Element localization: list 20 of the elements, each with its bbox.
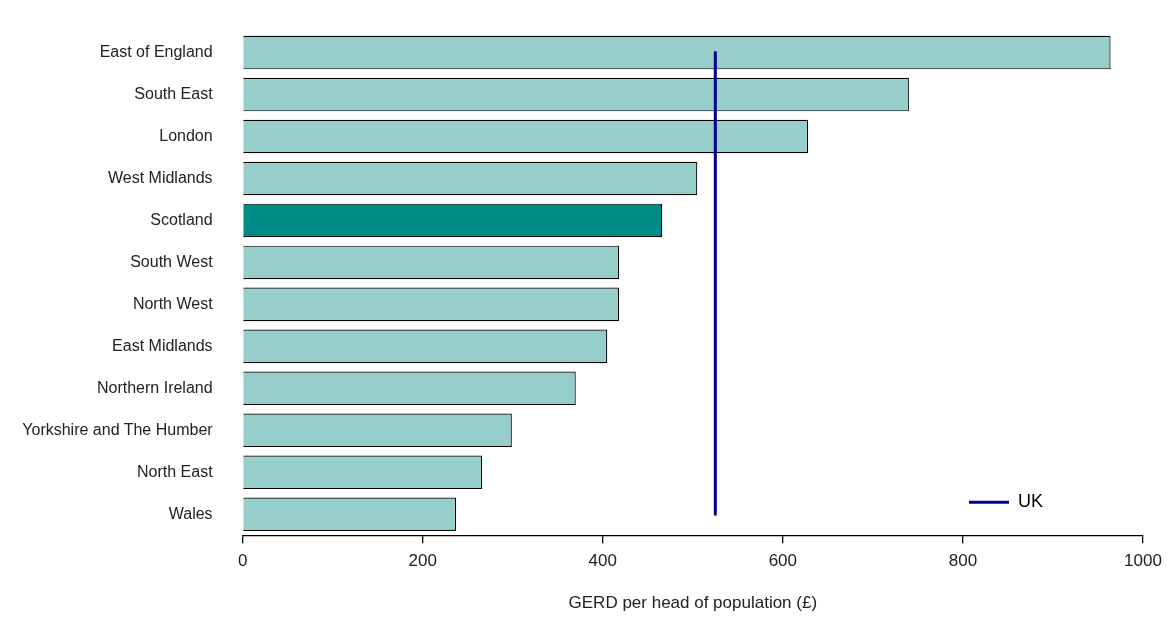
y-tick-label: London bbox=[159, 126, 213, 144]
y-tick-label: North East bbox=[137, 462, 214, 480]
y-tick-label: West Midlands bbox=[107, 168, 213, 186]
y-tick-label: North West bbox=[132, 294, 214, 312]
x-tick-label: 600 bbox=[768, 551, 798, 571]
y-tick-label: Yorkshire and The Humber bbox=[22, 420, 214, 438]
y-tick-label: East of England bbox=[99, 42, 213, 60]
y-tick-label: East Midlands bbox=[112, 336, 213, 354]
legend-label: UK bbox=[1018, 491, 1044, 512]
x-tick-label: 200 bbox=[408, 551, 437, 571]
x-tick-label: 1000 bbox=[1124, 551, 1162, 571]
x-tick-label: 400 bbox=[588, 551, 617, 571]
x-axis-title: GERD per head of population (£) bbox=[568, 593, 818, 613]
y-tick-label: Northern Ireland bbox=[96, 378, 213, 396]
x-tick-label: 0 bbox=[237, 551, 248, 571]
x-tick-label: 800 bbox=[948, 551, 978, 571]
y-tick-label: South West bbox=[130, 252, 214, 270]
y-tick-label: Scotland bbox=[150, 210, 213, 228]
y-tick-label: South East bbox=[134, 84, 214, 102]
y-tick-label: Wales bbox=[168, 504, 213, 522]
